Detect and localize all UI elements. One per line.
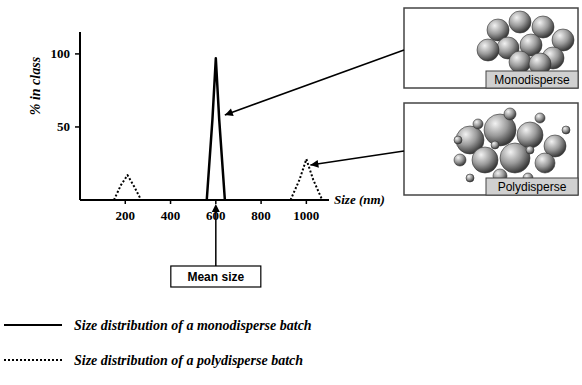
x-tick-label: 1000 <box>293 208 319 223</box>
series-line <box>114 159 322 200</box>
panel-frame <box>404 8 578 88</box>
x-tick <box>170 200 172 204</box>
particle <box>454 154 466 166</box>
particle <box>562 126 570 134</box>
particle <box>473 119 483 129</box>
chart: 501002004006008001000Size (nm)% in class… <box>0 0 582 385</box>
panel-arrow <box>225 50 404 115</box>
y-tick-label: 50 <box>57 119 70 134</box>
legend-entry: Size distribution of a polydisperse batc… <box>74 353 303 368</box>
annotation-text: Mean size <box>187 270 244 284</box>
particle <box>477 39 499 61</box>
legend-swatch <box>4 359 62 361</box>
y-tick <box>75 53 80 55</box>
panel-label-box <box>486 71 578 88</box>
legend-swatch <box>4 324 62 326</box>
y-axis-label: % in class <box>28 56 43 115</box>
particle <box>535 113 545 123</box>
particle <box>472 147 498 173</box>
particle <box>526 146 534 154</box>
particle <box>466 174 474 182</box>
y-axis <box>79 32 81 200</box>
particle <box>500 143 530 173</box>
panel-label: Polydisperse <box>498 180 567 194</box>
x-tick-label: 200 <box>116 208 136 223</box>
particle <box>491 141 499 149</box>
panel-label-box <box>486 178 578 195</box>
x-tick <box>260 200 262 204</box>
legend-entry: Size distribution of a monodisperse batc… <box>74 318 312 333</box>
annotation-box <box>171 266 261 287</box>
arrow-head <box>212 204 220 212</box>
x-tick <box>125 200 127 204</box>
series-line <box>207 58 225 200</box>
panel-arrow <box>310 151 404 165</box>
x-tick-label: 800 <box>251 208 271 223</box>
particle <box>509 11 531 33</box>
panel-label: Monodisperse <box>494 73 570 87</box>
x-tick <box>215 200 217 204</box>
particle <box>504 108 516 120</box>
panel-frame <box>404 103 578 195</box>
particle <box>454 136 462 144</box>
plot-area <box>114 58 322 200</box>
x-tick-label: 400 <box>161 208 181 223</box>
x-axis-label: Size (nm) <box>334 192 385 207</box>
annotation-arrow <box>215 208 217 266</box>
particle <box>535 153 555 173</box>
y-tick <box>75 126 80 128</box>
particle <box>509 51 531 73</box>
arrow-head <box>310 160 319 168</box>
y-tick-label: 100 <box>51 46 71 61</box>
x-tick <box>306 200 308 204</box>
arrow-head <box>225 108 234 116</box>
